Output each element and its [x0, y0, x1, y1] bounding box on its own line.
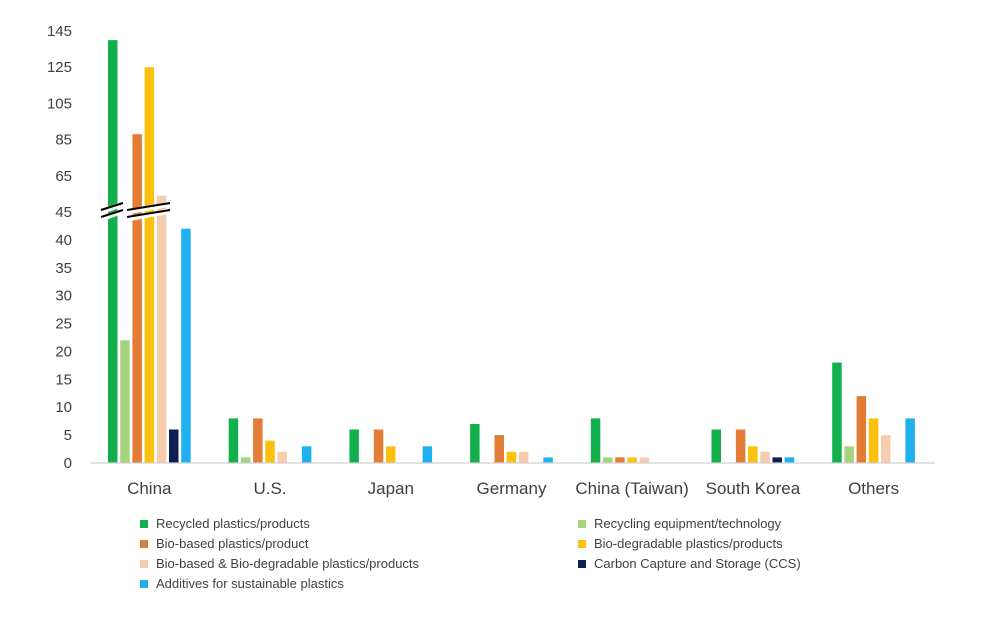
- bar: [506, 451, 517, 463]
- axis-break-mark: [126, 202, 171, 211]
- axis-break-mark: [100, 202, 124, 211]
- bar: [349, 429, 359, 463]
- bar: [265, 440, 275, 463]
- legend-label: Bio-based plastics/product: [156, 536, 309, 551]
- x-tick-label: Others: [848, 479, 899, 498]
- x-tick-label: China (Taiwan): [575, 479, 688, 498]
- y-tick-label: 20: [55, 343, 72, 360]
- bar: [108, 40, 118, 463]
- bar: [494, 435, 504, 463]
- y-tick-label: 105: [47, 95, 72, 112]
- legend-swatch: [578, 539, 586, 548]
- axis-break-gap: [100, 201, 124, 215]
- y-tick-label: 30: [55, 288, 72, 305]
- bar: [301, 446, 312, 463]
- bar: [144, 67, 155, 463]
- bar: [603, 457, 613, 463]
- bar-chart: 0 5 10 15 20 25 30 35 40 45 65 85 105 125 145 China U.S…: [47, 23, 935, 498]
- y-tick-label: 40: [55, 232, 72, 249]
- y-tick-label: 10: [55, 399, 72, 416]
- legend-label: Bio-based & Bio-degradable plastics/prod…: [156, 556, 420, 571]
- legend-label: Additives for sustainable plastics: [156, 576, 344, 591]
- legend-label: Recycling equipment/technology: [594, 516, 782, 531]
- axis-break-mark: [126, 209, 171, 218]
- legend-swatch: [578, 519, 586, 528]
- bar: [373, 429, 384, 463]
- bar: [615, 457, 625, 463]
- legend-label: Bio-degradable plastics/products: [594, 536, 783, 551]
- bar: [470, 424, 480, 463]
- x-tick-label: China: [127, 479, 172, 498]
- y-tick-label: 0: [64, 455, 72, 472]
- bar: [881, 435, 891, 463]
- axis-break-gap: [126, 201, 171, 215]
- bar: [856, 396, 867, 463]
- bar: [156, 195, 167, 463]
- y-axis: 0 5 10 15 20 25 30 35 40 45 65 85 105 125 145: [47, 23, 72, 472]
- legend-item: Bio-based plastics/product: [140, 536, 308, 551]
- bar: [760, 451, 770, 463]
- bar: [543, 457, 553, 463]
- bar: [120, 340, 130, 463]
- x-tick-label: South Korea: [706, 479, 801, 498]
- legend-item: Additives for sustainable plastics: [140, 576, 344, 591]
- bar: [518, 451, 529, 463]
- legend-swatch: [140, 579, 148, 588]
- bar: [735, 429, 746, 463]
- y-tick-label: 125: [47, 59, 72, 76]
- legend-item: Carbon Capture and Storage (CCS): [578, 556, 801, 571]
- bar: [422, 446, 433, 463]
- bar: [905, 418, 915, 463]
- bar: [784, 457, 795, 463]
- legend: Recycled plastics/products Recycling equi…: [0, 512, 1000, 602]
- legend-item: Recycling equipment/technology: [578, 516, 781, 531]
- bar: [844, 446, 854, 463]
- x-tick-label: Germany: [477, 479, 547, 498]
- legend-label: Carbon Capture and Storage (CCS): [594, 556, 801, 571]
- axis-break-gap: [126, 208, 171, 222]
- bar: [386, 446, 396, 463]
- bars: [108, 40, 915, 463]
- bar: [772, 457, 782, 463]
- bar: [169, 429, 179, 463]
- legend-item: Bio-based & Bio-degradable plastics/prod…: [140, 556, 419, 571]
- y-tick-label: 35: [55, 260, 72, 277]
- axis-break-mark: [100, 209, 124, 218]
- legend-swatch: [140, 539, 148, 548]
- bar: [832, 362, 842, 463]
- x-axis: China U.S. Japan Germany China (Taiwan) South…: [127, 479, 899, 498]
- bar: [748, 446, 758, 463]
- y-tick-label: 15: [55, 371, 72, 388]
- axis-break-gap: [100, 208, 124, 222]
- y-tick-label: 25: [55, 316, 72, 333]
- legend-swatch: [578, 559, 586, 568]
- bar: [181, 228, 191, 463]
- bar: [627, 457, 637, 463]
- y-tick-label: 5: [64, 427, 72, 444]
- legend-item: Recycled plastics/products: [140, 516, 310, 531]
- bar: [590, 418, 601, 463]
- legend-swatch: [140, 519, 148, 528]
- bar: [228, 418, 239, 463]
- bar: [132, 134, 142, 463]
- bar: [868, 418, 879, 463]
- bar: [253, 418, 263, 463]
- legend-item: Bio-degradable plastics/products: [578, 536, 783, 551]
- legend-swatch: [140, 559, 148, 568]
- bar: [639, 457, 650, 463]
- bar: [711, 429, 721, 463]
- x-tick-label: Japan: [368, 479, 414, 498]
- bar: [240, 457, 251, 463]
- x-tick-label: U.S.: [253, 479, 286, 498]
- y-tick-label: 45: [55, 204, 72, 221]
- axis-break-marks: [100, 201, 171, 222]
- y-tick-label: 85: [55, 132, 72, 149]
- y-tick-label: 65: [55, 168, 72, 185]
- bar: [277, 451, 287, 463]
- y-tick-label: 145: [47, 23, 72, 40]
- legend-label: Recycled plastics/products: [156, 516, 310, 531]
